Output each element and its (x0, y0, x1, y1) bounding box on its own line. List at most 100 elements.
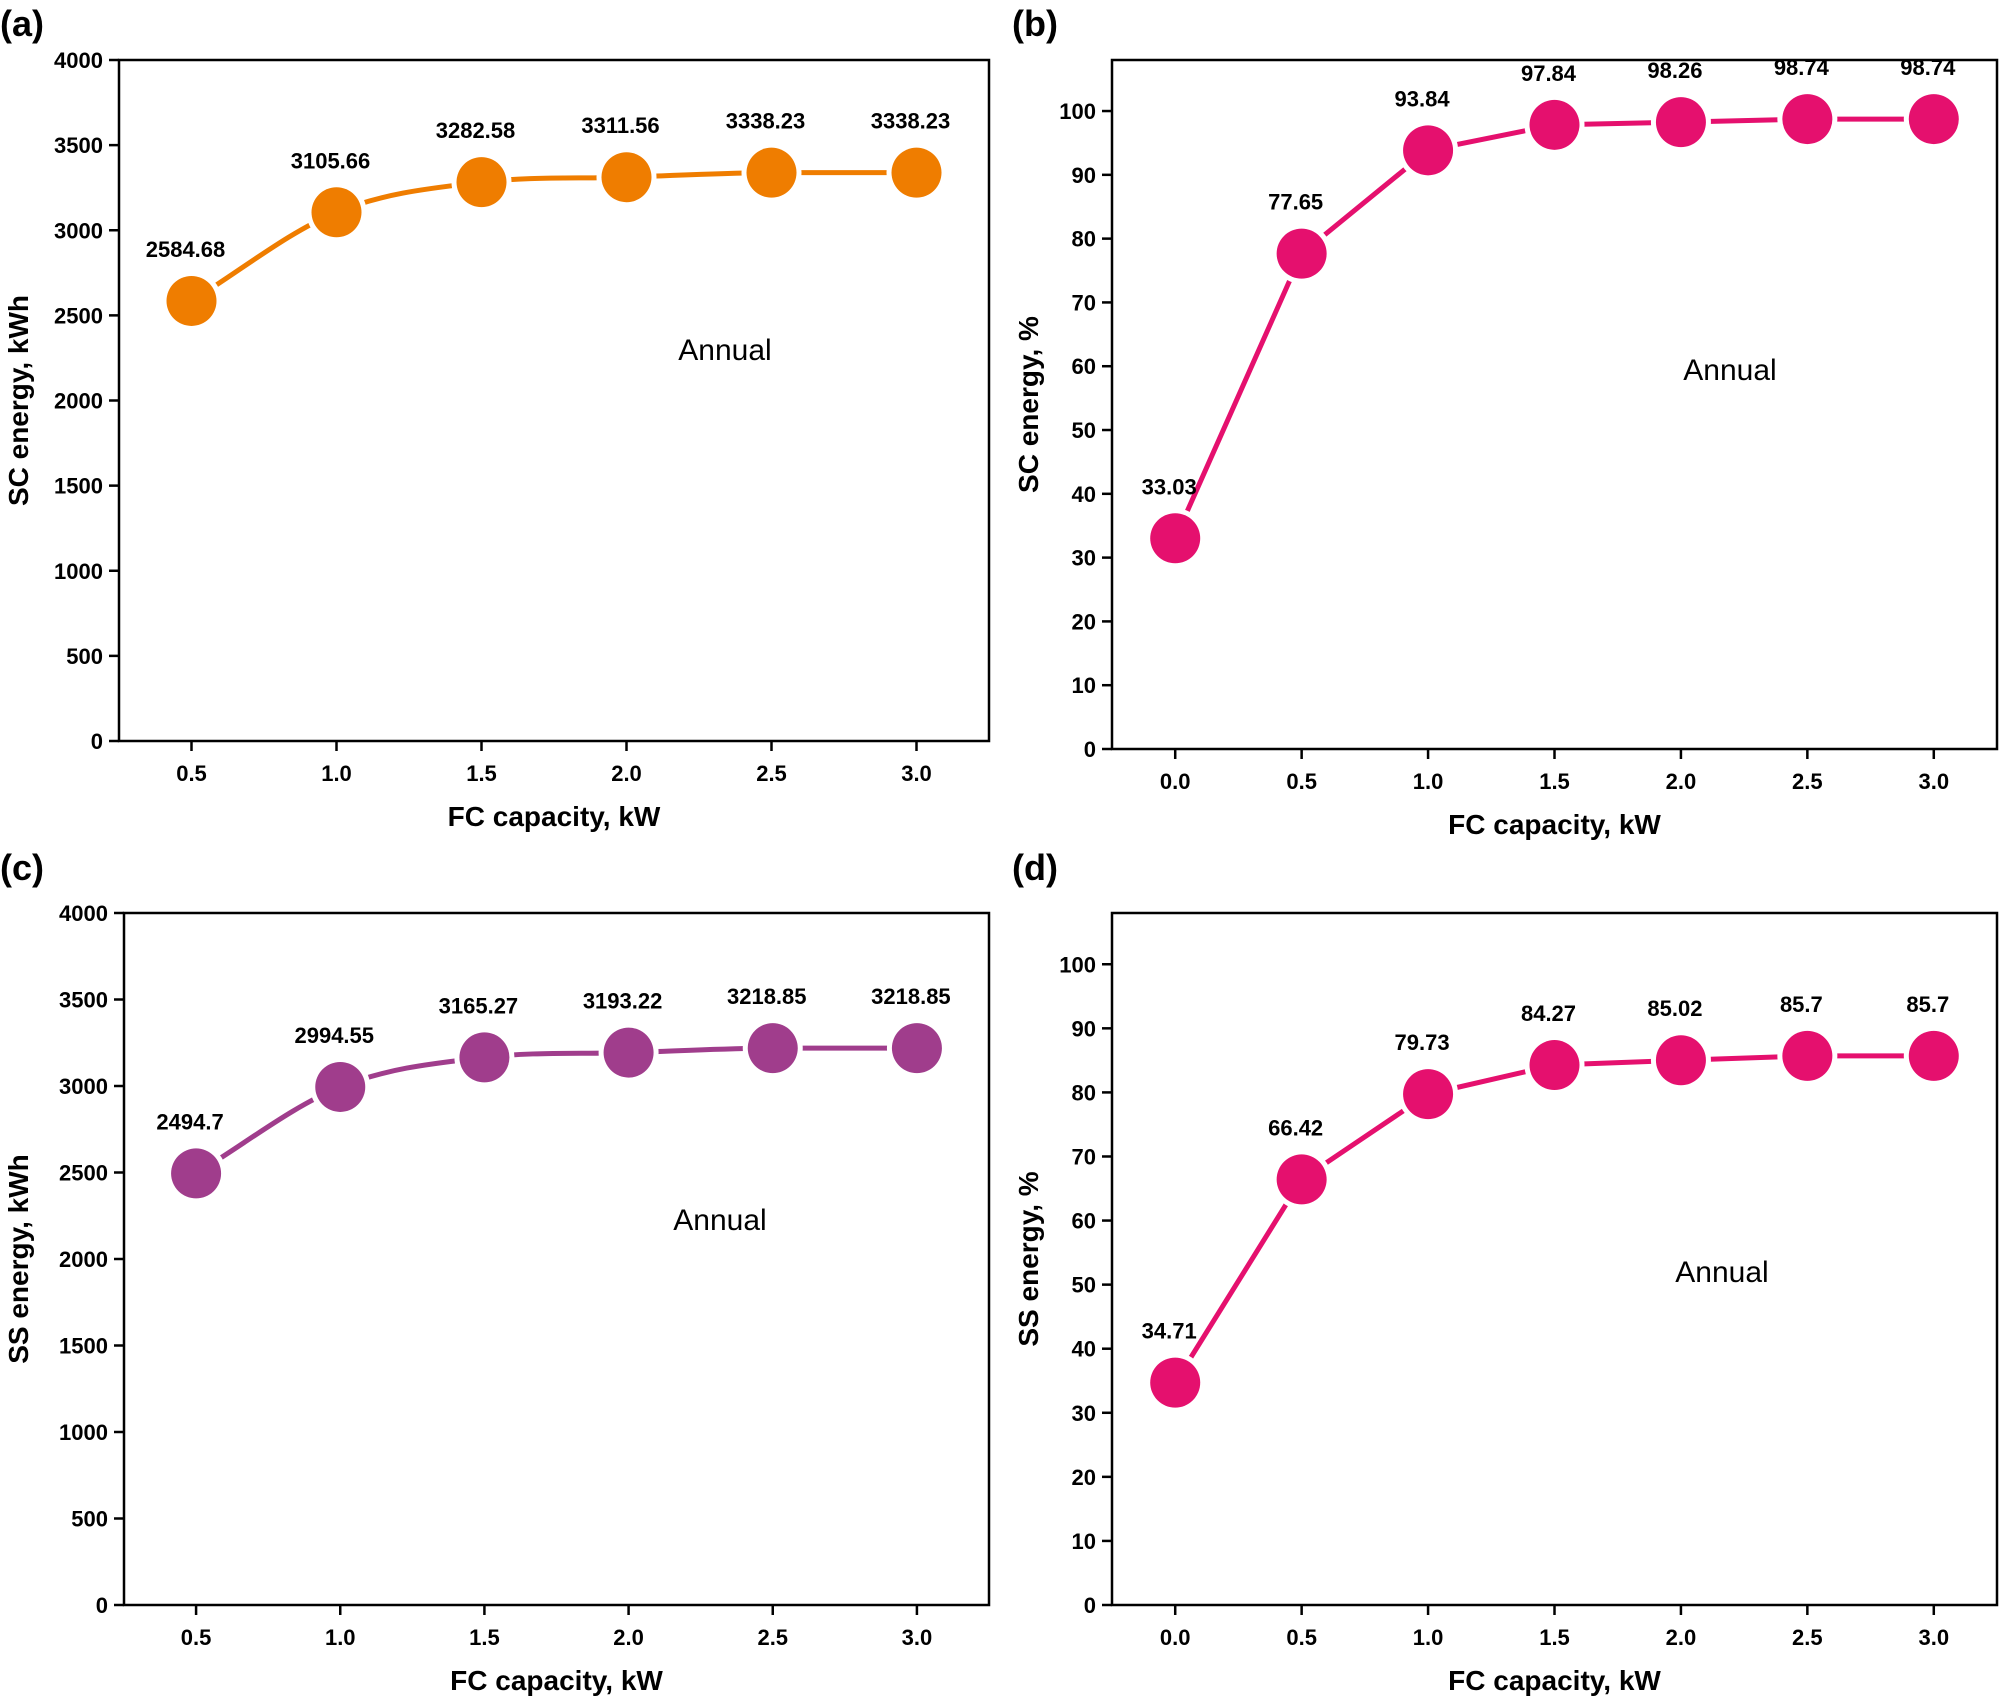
data-point-fill (1150, 513, 1201, 564)
y-tick-label: 0 (1084, 1593, 1096, 1618)
data-label: 66.42 (1268, 1115, 1323, 1140)
x-tick-label: 2.5 (756, 761, 787, 786)
y-tick-label: 3000 (59, 1074, 108, 1099)
annotation-text: Annual (678, 334, 771, 367)
y-tick-label: 10 (1072, 1529, 1096, 1554)
y-tick-label: 100 (1059, 99, 1096, 124)
y-tick-label: 3500 (59, 988, 108, 1013)
y-tick-label: 1000 (54, 559, 103, 584)
x-tick-label: 0.5 (181, 1625, 212, 1650)
data-point-fill (891, 1023, 942, 1074)
data-point-fill (171, 1148, 222, 1199)
x-tick-label: 0.0 (1160, 1625, 1191, 1650)
data-point-fill (747, 1023, 798, 1074)
series-line (194, 1045, 917, 1176)
data-label: 79.73 (1395, 1030, 1450, 1055)
y-tick-label: 100 (1059, 952, 1096, 977)
x-tick-label: 2.5 (1792, 769, 1823, 794)
data-point-fill (601, 152, 652, 203)
y-tick-label: 2500 (59, 1161, 108, 1186)
annotation-text: Annual (673, 1204, 766, 1237)
panel-label: (c) (0, 847, 44, 888)
data-point-fill (1908, 1030, 1959, 1081)
x-tick-label: 1.5 (1539, 769, 1570, 794)
y-tick-label: 3500 (54, 133, 103, 158)
data-label: 2494.7 (156, 1109, 223, 1134)
x-tick-label: 1.5 (469, 1625, 500, 1650)
y-tick-label: 90 (1072, 1016, 1096, 1041)
data-label: 3218.85 (871, 984, 951, 1009)
x-tick-label: 1.0 (325, 1625, 356, 1650)
data-label: 85.7 (1906, 992, 1949, 1017)
series-line (1172, 116, 1934, 540)
x-tick-label: 1.5 (1539, 1625, 1570, 1650)
y-tick-label: 10 (1072, 673, 1096, 698)
x-tick-label: 0.5 (1286, 1625, 1317, 1650)
data-label: 3311.56 (581, 113, 659, 138)
x-tick-label: 2.5 (1792, 1625, 1823, 1650)
data-point-fill (1782, 94, 1833, 145)
data-label: 3338.23 (726, 109, 806, 134)
data-label: 3193.22 (583, 989, 663, 1014)
y-axis-title: SC energy, kWh (3, 295, 34, 506)
data-label: 85.7 (1780, 992, 1823, 1017)
y-tick-label: 40 (1072, 482, 1096, 507)
x-tick-label: 0.0 (1160, 769, 1191, 794)
data-point-fill (459, 1032, 510, 1083)
x-tick-label: 0.5 (1286, 769, 1317, 794)
data-label: 3105.66 (291, 148, 371, 173)
plot-frame (117, 58, 991, 743)
data-point-fill (1782, 1030, 1833, 1081)
x-tick-label: 0.5 (176, 761, 207, 786)
data-label: 3282.58 (436, 118, 516, 143)
y-tick-label: 2000 (59, 1247, 108, 1272)
series-line (190, 170, 917, 304)
x-axis-title: FC capacity, kW (450, 1665, 663, 1696)
chart-panel-a: (a) 0 500 1000 1500 2000 2500 3000 3500 4000 0.5 1.… (0, 3, 991, 832)
y-axis-title: SS energy, % (1013, 1171, 1044, 1346)
x-axis-title: FC capacity, kW (448, 801, 661, 832)
plot-frame (122, 911, 991, 1607)
data-point-fill (166, 275, 217, 326)
data-label: 3165.27 (439, 993, 519, 1018)
data-point-fill (1403, 125, 1454, 176)
x-tick-label: 2.0 (1666, 1625, 1697, 1650)
data-point-fill (311, 187, 362, 238)
y-tick-label: 40 (1072, 1337, 1096, 1362)
y-tick-label: 60 (1072, 354, 1096, 379)
data-label: 3218.85 (727, 984, 807, 1009)
data-point-fill (1529, 1040, 1580, 1091)
y-tick-label: 60 (1072, 1209, 1096, 1234)
y-tick-label: 0 (91, 729, 103, 754)
chart-panel-d: (d) 0 10 20 30 40 50 60 70 80 90 100 0.0 0.5 1.0 1.5 2.0… (1012, 847, 1999, 1696)
y-tick-label: 80 (1072, 1080, 1096, 1105)
y-tick-label: 2500 (54, 303, 103, 328)
x-tick-label: 1.0 (1413, 769, 1444, 794)
data-point-fill (1276, 1154, 1327, 1205)
y-tick-label: 20 (1072, 609, 1096, 634)
series-line (1173, 1053, 1934, 1384)
y-tick-label: 4000 (59, 901, 108, 926)
x-axis-title: FC capacity, kW (1448, 809, 1661, 840)
y-tick-label: 1500 (59, 1334, 108, 1359)
x-tick-label: 1.0 (1413, 1625, 1444, 1650)
data-label: 77.65 (1268, 190, 1323, 215)
annotation-text: Annual (1683, 354, 1776, 387)
y-tick-label: 70 (1072, 1144, 1096, 1169)
x-tick-label: 1.0 (321, 761, 352, 786)
plot-frame (1110, 58, 1999, 751)
y-tick-label: 2000 (54, 389, 103, 414)
x-tick-label: 2.0 (611, 761, 642, 786)
data-label: 34.71 (1142, 1319, 1197, 1344)
y-tick-label: 4000 (54, 48, 103, 73)
data-label: 84.27 (1521, 1001, 1576, 1026)
y-tick-label: 20 (1072, 1465, 1096, 1490)
y-tick-label: 0 (1084, 737, 1096, 762)
data-label: 98.26 (1647, 58, 1702, 83)
x-tick-label: 3.0 (1918, 1625, 1949, 1650)
y-tick-label: 80 (1072, 227, 1096, 252)
x-tick-label: 2.0 (1666, 769, 1697, 794)
x-tick-label: 3.0 (1918, 769, 1949, 794)
y-tick-label: 3000 (54, 218, 103, 243)
